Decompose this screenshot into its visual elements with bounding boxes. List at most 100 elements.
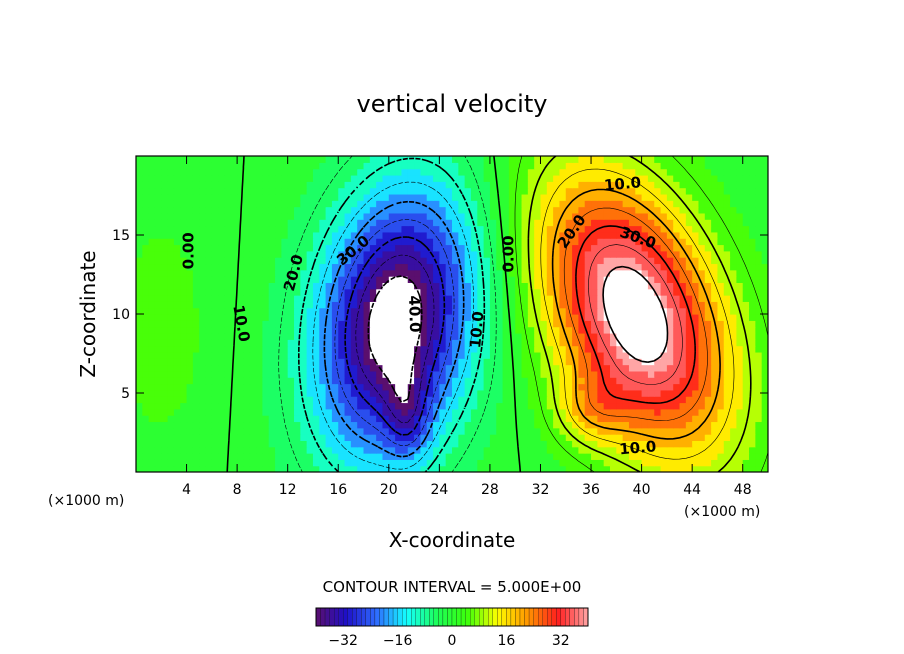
- heatmap-cell: [635, 434, 643, 441]
- heatmap-cell: [496, 156, 504, 163]
- heatmap-cell: [730, 181, 737, 189]
- heatmap-cell: [142, 269, 150, 277]
- heatmap-cell: [312, 326, 320, 334]
- heatmap-cell: [192, 301, 200, 309]
- heatmap-cell: [534, 383, 542, 391]
- heatmap-cell: [452, 276, 459, 283]
- heatmap-cell: [452, 396, 459, 404]
- heatmap-cell: [521, 257, 529, 265]
- heatmap-cell: [717, 446, 725, 454]
- heatmap-cell: [603, 187, 611, 195]
- heatmap-cell: [325, 244, 333, 252]
- heatmap-cell: [685, 326, 693, 334]
- heatmap-cell: [489, 174, 497, 182]
- heatmap-cell: [161, 415, 169, 423]
- heatmap-cell: [287, 383, 295, 391]
- heatmap-cell: [350, 206, 358, 214]
- heatmap-cell: [553, 276, 561, 283]
- heatmap-cell: [243, 326, 251, 334]
- heatmap-cell: [704, 162, 712, 170]
- heatmap-cell: [635, 364, 643, 372]
- heatmap-cell: [256, 396, 263, 404]
- heatmap-cell: [237, 396, 245, 404]
- heatmap-cell: [477, 440, 485, 448]
- heatmap-cell: [388, 307, 396, 315]
- heatmap-cell: [723, 250, 731, 258]
- heatmap-cell: [205, 434, 213, 441]
- heatmap-cell: [666, 257, 674, 265]
- heatmap-cell: [439, 263, 447, 271]
- heatmap-cell: [142, 314, 150, 321]
- heatmap-cell: [572, 427, 579, 435]
- heatmap-cell: [761, 396, 768, 404]
- heatmap-cell: [401, 332, 409, 340]
- heatmap-cell: [470, 314, 478, 321]
- heatmap-cell: [439, 269, 447, 277]
- heatmap-cell: [679, 269, 687, 277]
- heatmap-cell: [186, 427, 194, 435]
- heatmap-cell: [565, 440, 573, 448]
- heatmap-cell: [572, 238, 579, 246]
- heatmap-cell: [325, 396, 333, 404]
- heatmap-cell: [723, 320, 731, 328]
- heatmap-cell: [211, 320, 219, 328]
- heatmap-cell: [452, 446, 459, 454]
- heatmap-cell: [515, 377, 523, 385]
- heatmap-cell: [711, 238, 719, 246]
- heatmap-cell: [180, 396, 188, 404]
- heatmap-cell: [357, 206, 365, 214]
- heatmap-cell: [477, 181, 485, 189]
- heatmap-cell: [136, 364, 143, 372]
- heatmap-cell: [458, 257, 466, 265]
- heatmap-cell: [742, 326, 750, 334]
- heatmap-cell: [553, 231, 561, 239]
- heatmap-cell: [565, 162, 573, 170]
- heatmap-cell: [350, 244, 358, 252]
- heatmap-cell: [546, 288, 554, 296]
- heatmap-cell: [717, 181, 725, 189]
- heatmap-cell: [256, 200, 263, 208]
- heatmap-cell: [306, 408, 314, 416]
- heatmap-cell: [407, 408, 415, 416]
- heatmap-cell: [553, 168, 561, 176]
- heatmap-cell: [344, 206, 352, 214]
- heatmap-cell: [610, 332, 617, 340]
- heatmap-cell: [496, 427, 504, 435]
- heatmap-cell: [502, 402, 510, 410]
- heatmap-cell: [407, 288, 415, 296]
- heatmap-cell: [489, 320, 497, 328]
- heatmap-cell: [445, 446, 453, 454]
- heatmap-cell: [666, 339, 674, 347]
- heatmap-cell: [616, 295, 624, 302]
- heatmap-cell: [142, 288, 150, 296]
- heatmap-cell: [654, 174, 662, 182]
- heatmap-cell: [363, 250, 371, 258]
- heatmap-cell: [578, 351, 586, 359]
- heatmap-cell: [698, 276, 706, 283]
- heatmap-cell: [647, 219, 655, 227]
- heatmap-cell: [161, 301, 169, 309]
- heatmap-cell: [287, 257, 295, 265]
- heatmap-cell: [376, 282, 384, 290]
- heatmap-cell: [717, 314, 725, 321]
- heatmap-cell: [300, 434, 308, 441]
- heatmap-cell: [388, 219, 396, 227]
- heatmap-cell: [660, 295, 668, 302]
- heatmap-cell: [546, 453, 554, 460]
- heatmap-cell: [357, 320, 365, 328]
- heatmap-cell: [445, 314, 453, 321]
- heatmap-cell: [192, 187, 200, 195]
- heatmap-cell: [211, 168, 219, 176]
- heatmap-cell: [211, 257, 219, 265]
- heatmap-cell: [559, 326, 567, 334]
- heatmap-cell: [369, 320, 377, 328]
- heatmap-cell: [628, 307, 636, 315]
- heatmap-cell: [742, 453, 750, 460]
- heatmap-cell: [388, 187, 396, 195]
- heatmap-cell: [357, 396, 365, 404]
- heatmap-cell: [199, 162, 207, 170]
- heatmap-cell: [489, 187, 497, 195]
- heatmap-cell: [407, 168, 415, 176]
- heatmap-cell: [338, 187, 346, 195]
- heatmap-cell: [502, 288, 510, 296]
